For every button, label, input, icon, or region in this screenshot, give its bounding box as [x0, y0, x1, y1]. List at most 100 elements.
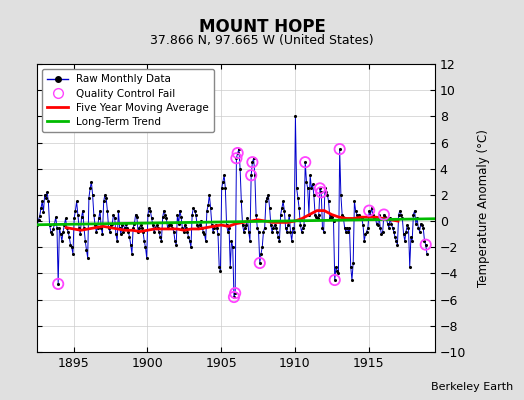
- Point: [213, 224, 221, 231]
- Point: [246, 238, 254, 244]
- Point: [414, 224, 422, 231]
- Point: [284, 222, 292, 228]
- Point: [248, 159, 257, 165]
- Point: [237, 198, 246, 205]
- Point: [266, 205, 274, 211]
- Point: [103, 208, 112, 214]
- Point: [132, 211, 140, 218]
- Point: [102, 194, 111, 201]
- Point: [64, 228, 72, 235]
- Point: [275, 238, 283, 244]
- Point: [189, 205, 198, 211]
- Point: [413, 215, 421, 222]
- Point: [33, 222, 41, 228]
- Point: [150, 228, 158, 235]
- Point: [60, 222, 69, 228]
- Point: [89, 192, 97, 198]
- Point: [324, 198, 333, 205]
- Point: [364, 224, 372, 231]
- Point: [72, 198, 81, 205]
- Point: [173, 211, 182, 218]
- Point: [37, 205, 45, 211]
- Point: [177, 214, 185, 220]
- Point: [156, 234, 165, 240]
- Point: [166, 220, 174, 227]
- Point: [380, 211, 388, 218]
- Point: [302, 179, 311, 185]
- Point: [202, 238, 210, 244]
- Point: [306, 172, 314, 178]
- Point: [396, 208, 404, 214]
- Point: [231, 290, 239, 296]
- Point: [398, 215, 407, 222]
- Point: [193, 222, 201, 228]
- Point: [85, 194, 93, 201]
- Point: [332, 264, 340, 270]
- Point: [160, 208, 168, 214]
- Point: [144, 211, 152, 218]
- Point: [42, 194, 50, 201]
- Point: [250, 172, 259, 178]
- Point: [203, 208, 211, 214]
- Point: [76, 231, 84, 237]
- Point: [119, 228, 127, 235]
- Point: [48, 231, 56, 237]
- Point: [254, 228, 263, 235]
- Point: [282, 228, 291, 235]
- Point: [375, 211, 383, 218]
- Point: [397, 211, 405, 218]
- Point: [78, 214, 86, 220]
- Point: [412, 220, 420, 227]
- Point: [128, 251, 136, 257]
- Point: [267, 222, 275, 228]
- Point: [365, 208, 374, 214]
- Point: [61, 215, 70, 222]
- Point: [71, 208, 80, 214]
- Text: Berkeley Earth: Berkeley Earth: [431, 382, 514, 392]
- Point: [170, 228, 178, 235]
- Point: [158, 214, 167, 220]
- Point: [209, 228, 217, 235]
- Point: [243, 215, 252, 222]
- Point: [53, 224, 61, 231]
- Point: [410, 208, 419, 214]
- Point: [242, 222, 250, 228]
- Point: [70, 215, 79, 222]
- Point: [307, 185, 315, 192]
- Point: [93, 224, 102, 231]
- Point: [258, 244, 266, 250]
- Point: [74, 211, 82, 218]
- Point: [98, 231, 106, 237]
- Point: [421, 242, 430, 248]
- Point: [75, 224, 83, 231]
- Point: [188, 211, 196, 218]
- Point: [285, 211, 293, 218]
- Point: [253, 224, 261, 231]
- Point: [288, 238, 296, 244]
- Point: [30, 220, 39, 227]
- Point: [111, 215, 119, 222]
- Point: [323, 192, 332, 198]
- Point: [377, 231, 386, 237]
- Point: [129, 224, 137, 231]
- Point: [317, 189, 325, 196]
- Point: [264, 192, 272, 198]
- Point: [317, 189, 325, 196]
- Point: [256, 260, 264, 266]
- Legend: Raw Monthly Data, Quality Control Fail, Five Year Moving Average, Long-Term Tren: Raw Monthly Data, Quality Control Fail, …: [42, 69, 214, 132]
- Point: [297, 228, 305, 235]
- Point: [320, 228, 328, 235]
- Point: [149, 222, 157, 228]
- Point: [421, 242, 430, 248]
- Point: [172, 242, 180, 248]
- Point: [51, 214, 60, 220]
- Point: [346, 264, 355, 270]
- Point: [291, 113, 300, 120]
- Point: [182, 224, 190, 231]
- Point: [261, 198, 270, 205]
- Point: [220, 172, 228, 178]
- Point: [210, 224, 219, 231]
- Point: [135, 224, 144, 231]
- Point: [46, 222, 54, 228]
- Point: [147, 215, 156, 222]
